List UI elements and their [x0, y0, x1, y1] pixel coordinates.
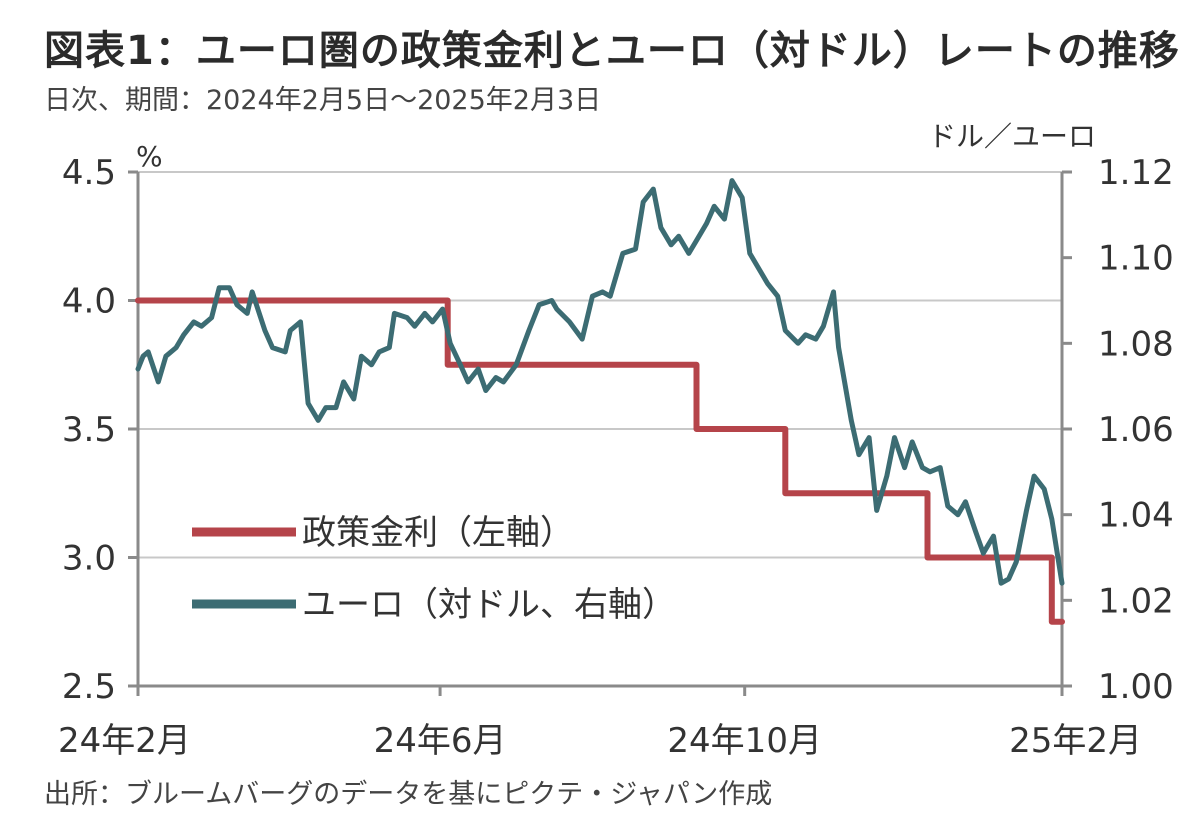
right-axis-unit: ドル／ユーロ	[928, 120, 1096, 153]
left-tick-label: 4.5	[62, 153, 116, 193]
right-tick-label: 1.12	[1098, 153, 1174, 193]
left-tick-label: 3.5	[62, 410, 116, 450]
source-note: 出所：ブルームバーグのデータを基にピクテ・ジャパン作成	[44, 779, 773, 810]
left-tick-label: 3.0	[62, 539, 116, 579]
left-axis-unit: %	[136, 140, 163, 173]
x-tick-label: 24年10月	[667, 721, 822, 761]
chart-subtitle: 日次、期間：2024年2月5日～2025年2月3日	[44, 85, 602, 116]
eur-usd-line	[135, 178, 1065, 586]
policy-rate-line	[135, 297, 1065, 625]
x-tick-label: 24年2月	[58, 721, 191, 761]
chart-title: 図表1：ユーロ圏の政策金利とユーロ（対ドル）レートの推移	[44, 28, 1180, 74]
right-tick-label: 1.00	[1098, 667, 1174, 707]
left-tick-label: 2.5	[62, 667, 116, 707]
right-tick-label: 1.06	[1098, 410, 1174, 450]
right-tick-label: 1.02	[1098, 581, 1174, 621]
legend-label: 政策金利（左軸）	[302, 513, 574, 553]
legend-label: ユーロ（対ドル、右軸）	[302, 585, 676, 625]
right-tick-label: 1.04	[1098, 496, 1174, 536]
right-tick-label: 1.08	[1098, 324, 1174, 364]
axes: 4.5 4.0 3.5 3.0 2.5 1.12 1.10 1.08 1.06 1.04 1.02 1…	[58, 120, 1174, 761]
legend: 政策金利（左軸） ユーロ（対ドル、右軸）	[192, 513, 676, 625]
right-tick-label: 1.10	[1098, 239, 1174, 279]
x-tick-label: 25年2月	[1009, 721, 1142, 761]
x-tick-label: 24年6月	[374, 721, 507, 761]
left-tick-label: 4.0	[62, 282, 116, 322]
series	[135, 178, 1065, 625]
